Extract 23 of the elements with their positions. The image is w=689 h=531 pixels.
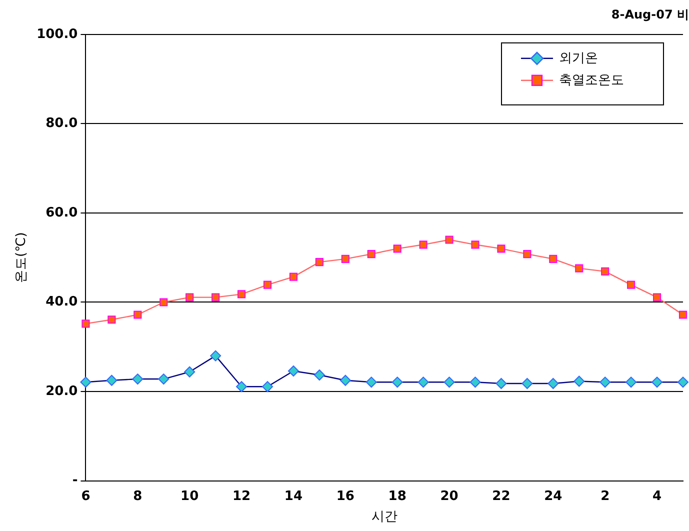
chart-title: 8-Aug-07 비 [611,7,689,22]
x-tick-label: 8 [133,488,142,504]
y-tick-label: - [72,473,78,488]
y-tick-label: 40.0 [46,294,78,310]
legend-label: 외기온 [559,50,598,66]
legend-label: 축열조온도 [559,72,624,88]
x-tick-label: 2 [600,488,610,504]
x-tick-label: 16 [336,488,354,504]
y-axis-title: 온도(℃) [14,232,30,283]
x-tick-label: 20 [440,488,458,504]
x-tick-label: 24 [544,488,562,504]
x-tick-label: 10 [180,488,199,504]
y-tick-label: 100.0 [36,26,78,42]
x-axis-title: 시간 [371,510,398,525]
x-tick-label: 22 [492,488,510,504]
x-tick-label: 14 [284,488,303,504]
x-tick-label: 6 [81,488,90,504]
y-tick-label: 60.0 [46,205,78,220]
x-tick-label: 12 [232,488,251,504]
y-tick-label: 80.0 [46,116,78,132]
x-tick-label: 4 [652,488,662,504]
y-tick-label: 20.0 [46,384,78,399]
x-tick-label: 18 [388,488,406,504]
